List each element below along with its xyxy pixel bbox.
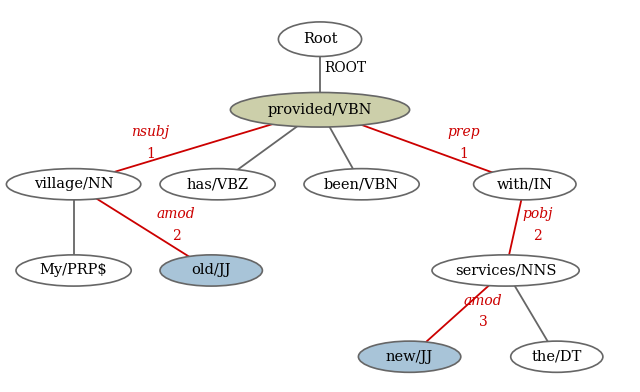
Ellipse shape: [304, 169, 419, 200]
Text: been/VBN: been/VBN: [324, 177, 399, 191]
Ellipse shape: [230, 93, 410, 127]
Text: Root: Root: [303, 32, 337, 46]
Text: ROOT: ROOT: [324, 61, 367, 75]
Ellipse shape: [6, 169, 141, 200]
Text: 3: 3: [479, 315, 488, 329]
Ellipse shape: [160, 169, 275, 200]
Text: nsubj: nsubj: [131, 125, 170, 139]
Ellipse shape: [358, 341, 461, 372]
Text: amod: amod: [464, 294, 502, 308]
Text: the/DT: the/DT: [532, 350, 582, 364]
Text: provided/VBN: provided/VBN: [268, 103, 372, 117]
Text: 1: 1: [460, 147, 468, 161]
Text: services/NNS: services/NNS: [455, 263, 556, 278]
Text: with/IN: with/IN: [497, 177, 553, 191]
Text: 1: 1: [146, 147, 155, 161]
Text: old/JJ: old/JJ: [191, 263, 231, 278]
Text: amod: amod: [157, 207, 195, 221]
Text: My/PRP$: My/PRP$: [40, 263, 108, 278]
Ellipse shape: [432, 255, 579, 286]
Ellipse shape: [160, 255, 262, 286]
Text: 2: 2: [533, 229, 542, 243]
Ellipse shape: [16, 255, 131, 286]
Ellipse shape: [474, 169, 576, 200]
Text: 2: 2: [172, 229, 180, 243]
Text: pobj: pobj: [522, 207, 553, 221]
Text: village/NN: village/NN: [34, 177, 113, 191]
Ellipse shape: [511, 341, 603, 372]
Ellipse shape: [278, 22, 362, 56]
Text: new/JJ: new/JJ: [386, 350, 433, 364]
Text: has/VBZ: has/VBZ: [186, 177, 249, 191]
Text: prep: prep: [448, 125, 480, 139]
